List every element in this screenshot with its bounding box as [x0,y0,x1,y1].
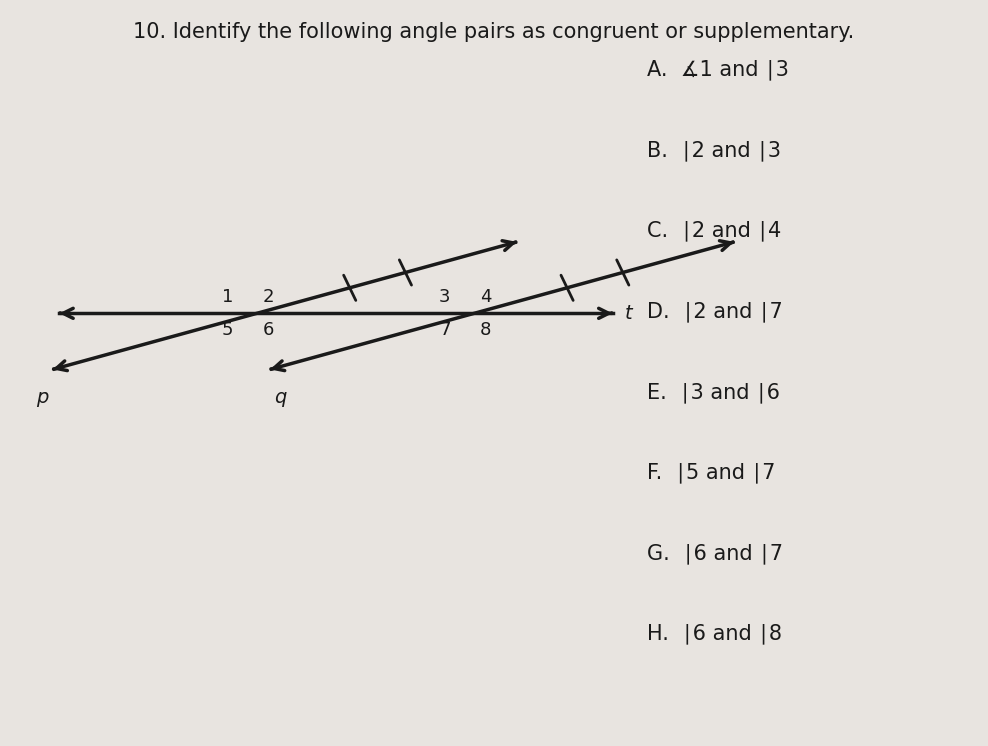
Text: 10. Identify the following angle pairs as congruent or supplementary.: 10. Identify the following angle pairs a… [133,22,855,43]
Text: G.  ∣6 and ∣7: G. ∣6 and ∣7 [647,543,783,564]
Text: 3: 3 [439,288,451,306]
Text: 1: 1 [221,288,233,306]
Text: 2: 2 [263,288,275,306]
Text: 8: 8 [480,321,492,339]
Text: B.  ∣2 and ∣3: B. ∣2 and ∣3 [647,140,782,161]
Text: C.  ∣2 and ∣4: C. ∣2 and ∣4 [647,221,782,242]
Text: F.  ∣5 and ∣7: F. ∣5 and ∣7 [647,463,776,483]
Text: 4: 4 [480,288,492,306]
Text: E.  ∣3 and ∣6: E. ∣3 and ∣6 [647,382,781,403]
Text: 6: 6 [263,321,275,339]
Text: 5: 5 [221,321,233,339]
Text: q: q [274,388,287,407]
Text: t: t [624,304,632,323]
Text: 7: 7 [439,321,451,339]
Text: D.  ∣2 and ∣7: D. ∣2 and ∣7 [647,301,782,322]
Text: H.  ∣6 and ∣8: H. ∣6 and ∣8 [647,624,782,645]
Text: p: p [37,388,49,407]
Text: A.  ∡1 and ∣3: A. ∡1 and ∣3 [647,60,789,81]
